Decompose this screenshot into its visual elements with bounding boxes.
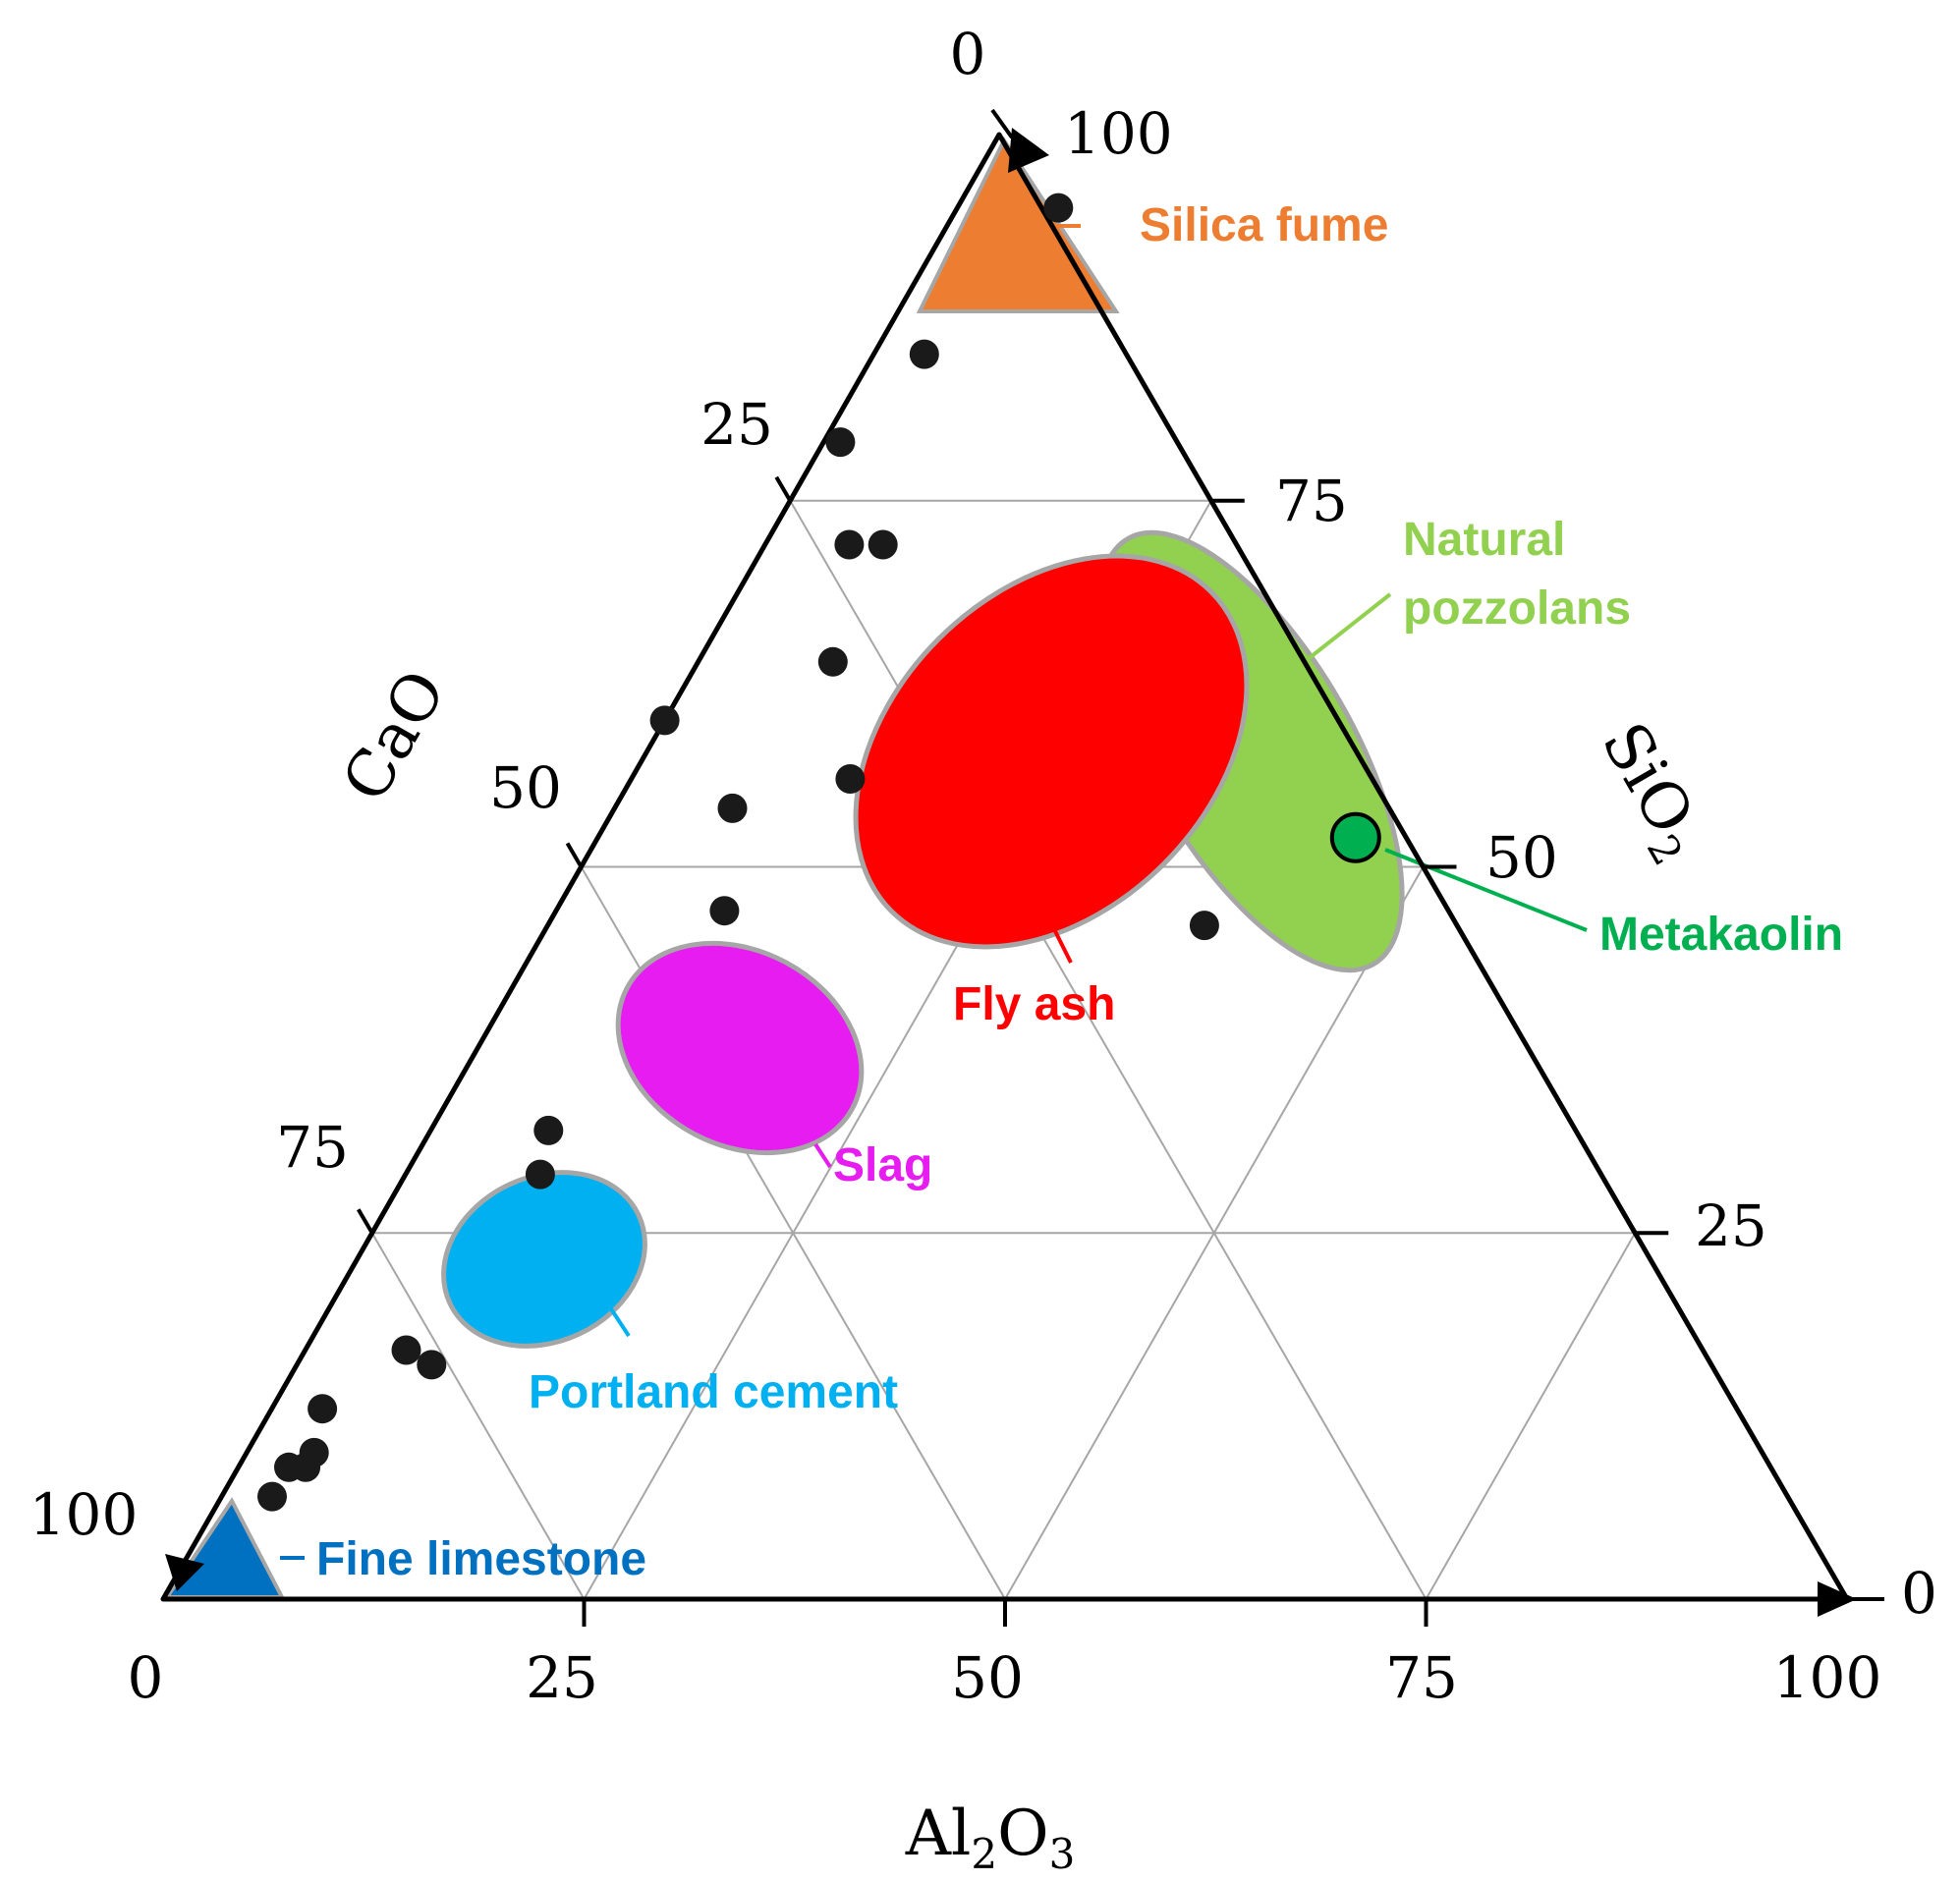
bottom-axis-arrowhead — [1818, 1581, 1857, 1617]
left-tick-label: 0 — [950, 21, 986, 87]
left-tick-label: 25 — [700, 391, 773, 458]
grid-line — [370, 1232, 586, 1600]
data-point — [817, 646, 848, 677]
right-tick-label: 75 — [1275, 468, 1348, 534]
composition-regions — [163, 136, 1405, 1599]
grid-lines — [370, 499, 1637, 1600]
triangle-frame — [160, 108, 1884, 1627]
fly-ash-leader — [1049, 922, 1073, 964]
grid-line — [1004, 866, 1425, 1600]
fly-ash-region — [853, 553, 1250, 950]
right-tick-label: 0 — [1901, 1560, 1937, 1627]
metakaolin-point — [1329, 811, 1381, 863]
metakaolin-label: Metakaolin — [1599, 909, 1843, 961]
grid-line — [1425, 1232, 1637, 1600]
portland-cement-region — [441, 1170, 647, 1349]
data-point — [308, 1394, 338, 1424]
bottom-tick-label: 25 — [526, 1644, 598, 1711]
data-point — [825, 427, 856, 458]
left-tick-mark — [565, 842, 584, 868]
bottom-tick-label: 75 — [1385, 1644, 1458, 1711]
silica-fume-label: Silica fume — [1140, 199, 1388, 251]
slag-leader — [813, 1142, 832, 1169]
data-points — [257, 193, 1219, 1512]
right-tick-label: 100 — [1064, 100, 1173, 167]
data-point — [717, 793, 748, 823]
left-tick-mark — [357, 1208, 374, 1235]
fine-limestone-label: Fine limestone — [316, 1533, 646, 1585]
right-axis-arrowhead — [1008, 128, 1049, 173]
data-point — [525, 1159, 555, 1190]
data-point — [417, 1350, 447, 1380]
data-point — [909, 339, 939, 369]
data-point — [868, 529, 898, 560]
natural-pozzolans-label-line2: pozzolans — [1403, 582, 1631, 635]
tick-labels: 0 25 50 75 100 0 25 50 75 100 100 75 50 … — [29, 21, 1937, 1711]
data-point — [1043, 193, 1074, 223]
left-axis-arrowhead — [165, 1554, 204, 1591]
bottom-tick-label: 0 — [128, 1644, 164, 1711]
data-point — [1189, 911, 1219, 941]
data-point — [834, 529, 865, 560]
region-labels: Silica fume Natural pozzolans Fly ash Sl… — [316, 199, 1843, 1585]
grid-line — [789, 500, 1428, 1600]
data-point — [257, 1481, 287, 1512]
portland-cement-leader — [602, 1297, 631, 1338]
portland-cement-label: Portland cement — [529, 1366, 898, 1418]
bottom-tick-label: 50 — [951, 1644, 1024, 1711]
natural-pozzolans-leader — [1305, 592, 1392, 662]
left-tick-mark — [774, 475, 792, 502]
data-point — [835, 764, 866, 794]
slag-region — [615, 940, 865, 1156]
data-point — [649, 705, 680, 736]
right-axis-title: SiO2 — [1580, 711, 1720, 873]
data-point — [274, 1452, 304, 1482]
bottom-tick-label: 100 — [1773, 1644, 1882, 1711]
bottom-axis-title: Al2O3 — [905, 1798, 1076, 1878]
data-point — [709, 896, 740, 926]
natural-pozzolans-label-line1: Natural — [1403, 514, 1565, 566]
left-tick-label: 75 — [276, 1114, 349, 1181]
right-tick-label: 50 — [1485, 824, 1558, 891]
data-point — [533, 1115, 564, 1145]
fly-ash-label: Fly ash — [953, 978, 1115, 1030]
left-tick-label: 50 — [489, 754, 562, 821]
left-tick-label: 100 — [29, 1481, 139, 1548]
data-point — [391, 1335, 421, 1365]
apex-tick — [990, 108, 1014, 139]
right-tick-label: 25 — [1695, 1192, 1767, 1259]
left-axis-title: CaO — [329, 659, 461, 814]
slag-label: Slag — [833, 1139, 932, 1191]
